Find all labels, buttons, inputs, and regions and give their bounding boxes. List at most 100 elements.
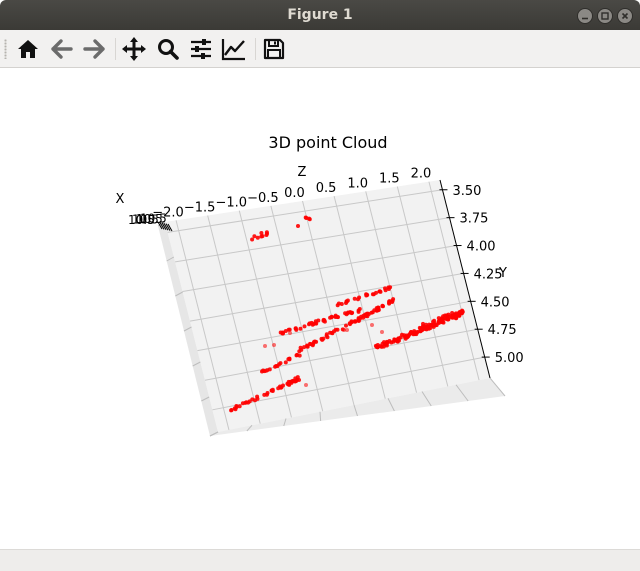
x-tick-mark: [167, 223, 173, 232]
window-title: Figure 1: [287, 7, 353, 23]
data-point: [364, 292, 369, 297]
data-point: [345, 328, 349, 332]
subplots-button[interactable]: [187, 35, 215, 63]
z-axis-label: Z: [298, 165, 307, 180]
home-button[interactable]: [14, 35, 42, 63]
arrow-right-icon: [83, 39, 105, 59]
grid-line: [455, 384, 469, 402]
data-point: [264, 369, 268, 373]
grid-line: [428, 181, 480, 381]
x-tick-label: 10.5: [136, 212, 163, 226]
data-point: [347, 321, 352, 326]
grid-line: [192, 361, 201, 367]
sliders-icon: [191, 39, 211, 59]
z-tick-label: 0.0: [284, 186, 305, 201]
data-point: [387, 299, 392, 304]
x-tick-mark: [163, 222, 169, 231]
data-point: [294, 353, 299, 358]
data-point: [426, 324, 431, 329]
data-point: [302, 324, 307, 329]
data-point: [446, 317, 451, 322]
minimize-icon[interactable]: [577, 8, 593, 24]
data-point: [288, 331, 292, 335]
data-point: [229, 408, 234, 412]
data-point: [259, 231, 264, 235]
data-point: [278, 384, 282, 389]
data-point: [356, 316, 361, 321]
data-point: [324, 332, 329, 337]
maximize-icon[interactable]: [597, 8, 613, 24]
close-icon[interactable]: [617, 8, 633, 24]
toolbar: [0, 30, 640, 68]
pan-button[interactable]: [120, 35, 148, 63]
data-point: [255, 235, 260, 240]
y-axis-line: [439, 179, 491, 379]
grid-line: [204, 328, 478, 381]
data-point: [436, 321, 441, 325]
toolbar-separator: [255, 38, 256, 60]
data-point: [380, 330, 384, 334]
grid-line: [157, 221, 166, 227]
z-tick-label: −2.0: [152, 205, 184, 220]
y-tick-label: 3.50: [452, 184, 481, 199]
grid-line: [319, 411, 322, 422]
grid-line: [489, 377, 506, 397]
data-point: [412, 329, 417, 334]
floppy-disk-icon: [263, 38, 285, 60]
home-icon: [18, 40, 38, 58]
zoom-button[interactable]: [154, 35, 182, 63]
grid-line: [201, 396, 210, 402]
data-point: [336, 301, 341, 306]
data-point: [343, 311, 348, 316]
grid-line: [189, 272, 464, 322]
data-point: [307, 217, 312, 222]
x-tick-mark: [165, 223, 171, 231]
data-point: [395, 339, 400, 344]
data-point: [278, 361, 283, 366]
data-point: [246, 400, 251, 405]
y-tick-label: 4.50: [481, 295, 510, 310]
data-point: [436, 316, 441, 321]
data-point: [234, 405, 239, 410]
data-point: [444, 313, 449, 318]
edit-axis-button[interactable]: [220, 35, 248, 63]
data-point: [335, 327, 340, 332]
data-point: [285, 381, 290, 386]
data-point: [419, 327, 424, 332]
z-tick-label: 1.0: [347, 176, 368, 191]
data-point: [356, 309, 361, 314]
figure-canvas[interactable]: −2.0 −1.5 −1.0 −0.5 0.0 0.5 1.0 1.5 2.0 3.50 3.75 4…: [0, 68, 640, 549]
grid-line: [167, 189, 443, 233]
z-tick-label: −0.5: [247, 191, 279, 206]
y-tick-label: 5.00: [495, 351, 524, 366]
data-point: [344, 299, 349, 304]
data-point: [280, 330, 285, 335]
data-point: [265, 391, 270, 395]
data-point: [274, 364, 279, 368]
data-point: [430, 323, 435, 328]
grid-line: [283, 418, 287, 427]
data-point: [287, 327, 292, 332]
grid-line: [183, 326, 192, 332]
grid-line: [238, 210, 292, 418]
data-point: [264, 230, 269, 235]
data-point: [383, 288, 388, 293]
data-point: [391, 339, 396, 344]
toolbar-grip-icon[interactable]: [4, 39, 7, 59]
grid-line: [209, 431, 219, 437]
data-point: [272, 343, 276, 347]
data-point: [344, 323, 348, 328]
x-tick-label: 10.5: [128, 213, 155, 227]
x-tick-mark: [159, 222, 165, 230]
back-button[interactable]: [48, 35, 76, 63]
data-point: [356, 297, 360, 302]
save-button[interactable]: [260, 35, 288, 63]
grid-line: [207, 215, 261, 424]
data-point: [353, 320, 357, 324]
data-point: [370, 310, 375, 315]
data-point: [431, 319, 436, 324]
forward-button[interactable]: [80, 35, 108, 63]
line-chart-icon: [221, 39, 245, 61]
data-point: [350, 310, 355, 315]
y-axis-label: Y: [498, 266, 507, 281]
